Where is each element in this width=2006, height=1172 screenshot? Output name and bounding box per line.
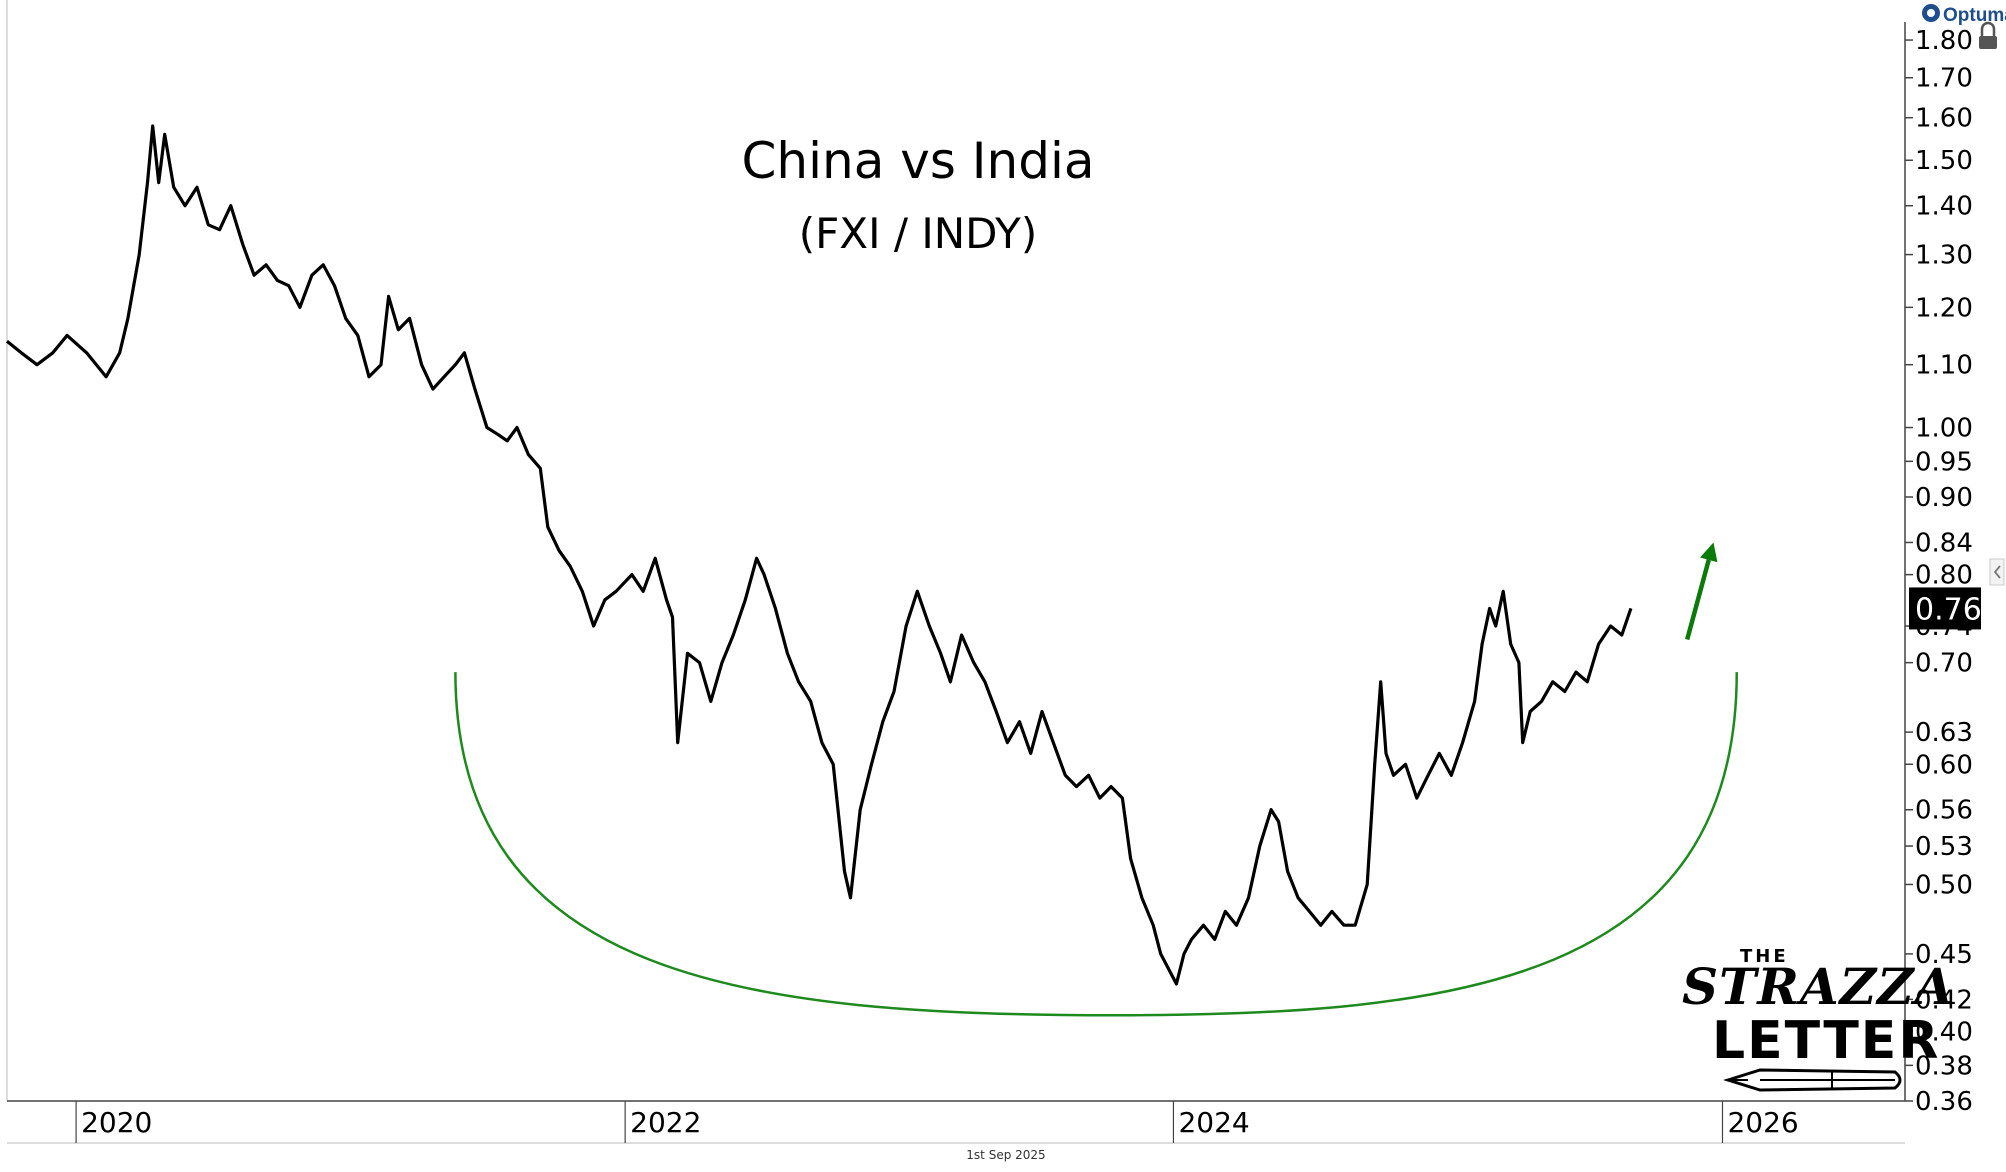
x-tick-label: 2026	[1727, 1106, 1798, 1139]
trend-arrow-annotation	[1685, 542, 1718, 641]
cup-arc-annotation	[454, 672, 1739, 1017]
x-tick: 2024	[1172, 1101, 1250, 1143]
series-line-fxi-indy	[5, 124, 1633, 986]
strazza-letter-logo: THE STRAZZA LETTER	[1682, 946, 1954, 1092]
y-tick: 1.20	[1905, 293, 1973, 323]
y-tick-label: 1.60	[1915, 104, 1973, 134]
y-tick-label: 1.20	[1915, 293, 1973, 323]
y-tick-label: 0.70	[1915, 649, 1973, 679]
last-price-badge-bg	[1909, 587, 1981, 630]
y-tick: 0.84	[1905, 528, 1973, 558]
x-tick: 2020	[75, 1101, 152, 1143]
y-tick: 0.45	[1905, 940, 1973, 970]
y-tick: 1.30	[1905, 241, 1973, 271]
last-price-badge: 0.76	[1909, 587, 1982, 630]
y-tick: 1.10	[1905, 351, 1973, 381]
y-tick-label: 0.42	[1915, 985, 1973, 1015]
x-tick-label: 2022	[630, 1106, 701, 1139]
y-tick-label: 0.63	[1915, 718, 1973, 748]
y-tick-label: 0.36	[1915, 1087, 1973, 1117]
y-tick: 1.50	[1905, 146, 1973, 176]
y-tick-label: 0.84	[1915, 528, 1973, 558]
y-tick-label: 1.80	[1915, 26, 1973, 56]
y-tick-label: 0.60	[1915, 750, 1973, 780]
y-tick: 0.90	[1905, 483, 1973, 513]
optuma-logo: Optuma	[1922, 4, 2006, 26]
y-tick-label: 0.56	[1915, 796, 1973, 826]
y-tick-label: 1.50	[1915, 146, 1973, 176]
y-tick: 0.38	[1905, 1051, 1973, 1081]
optuma-logo-icon-inner	[1927, 9, 1935, 17]
fountain-pen-icon	[1722, 1068, 1902, 1092]
y-tick-label: 0.50	[1915, 870, 1973, 900]
y-tick: 1.70	[1905, 64, 1973, 94]
x-tick-label: 2020	[81, 1106, 152, 1139]
y-tick: 0.50	[1905, 870, 1973, 900]
logo-line-letter: LETTER	[1712, 1011, 1940, 1071]
y-tick-label: 0.90	[1915, 483, 1973, 513]
chart-title: China vs India	[742, 132, 1095, 190]
y-tick: 0.80	[1905, 561, 1973, 591]
lock-icon[interactable]	[1979, 21, 1997, 49]
y-tick: 0.60	[1905, 750, 1973, 780]
y-tick-label: 1.00	[1915, 414, 1973, 444]
y-tick: 0.70	[1905, 649, 1973, 679]
chart-subtitle: (FXI / INDY)	[799, 209, 1037, 258]
arrow-head	[1700, 542, 1718, 563]
logo-line-strazza: STRAZZA	[1682, 957, 1954, 1016]
y-tick: 0.40	[1905, 1018, 1973, 1048]
y-tick-label: 0.38	[1915, 1051, 1973, 1081]
x-tick: 2022	[624, 1101, 701, 1143]
y-tick: 1.40	[1905, 192, 1973, 222]
y-tick: 0.56	[1905, 796, 1973, 826]
y-tick-label: 0.80	[1915, 561, 1973, 591]
y-tick-label: 1.30	[1915, 241, 1973, 271]
y-tick-label: 1.10	[1915, 351, 1973, 381]
y-tick-label: 0.40	[1915, 1018, 1973, 1048]
y-tick-label: 1.70	[1915, 64, 1973, 94]
y-tick: 1.80	[1905, 26, 1973, 56]
x-tick-label: 2024	[1178, 1106, 1249, 1139]
logo-line-the: THE	[1740, 946, 1789, 967]
arrow-shaft	[1685, 559, 1711, 641]
y-tick: 0.53	[1905, 832, 1973, 862]
footer-date: 1st Sep 2025	[966, 1148, 1045, 1162]
y-tick: 0.63	[1905, 718, 1973, 748]
y-tick-label: 0.45	[1915, 940, 1973, 970]
last-price-label: 0.76	[1915, 592, 1982, 627]
y-tick-label: 0.95	[1915, 447, 1973, 477]
y-tick: 0.95	[1905, 447, 1973, 477]
x-axis-ticks: 2020 2022 2024 2026	[75, 1101, 1799, 1143]
x-tick: 2026	[1721, 1101, 1799, 1143]
y-tick: 1.00	[1905, 414, 1973, 444]
y-tick: 0.36	[1905, 1087, 1973, 1117]
optuma-logo-text: Optuma	[1943, 5, 2006, 26]
y-tick: 1.60	[1905, 104, 1973, 134]
y-tick-label: 0.53	[1915, 832, 1973, 862]
y-axis-ticks: 1.80 1.70 1.60 1.50 1.40 1.30 1.20 1.10 1.000.95…	[1905, 26, 1973, 1117]
collapse-panel-icon[interactable]	[1989, 558, 2005, 586]
y-tick: 0.42	[1905, 985, 1973, 1015]
y-tick-label: 1.40	[1915, 192, 1973, 222]
